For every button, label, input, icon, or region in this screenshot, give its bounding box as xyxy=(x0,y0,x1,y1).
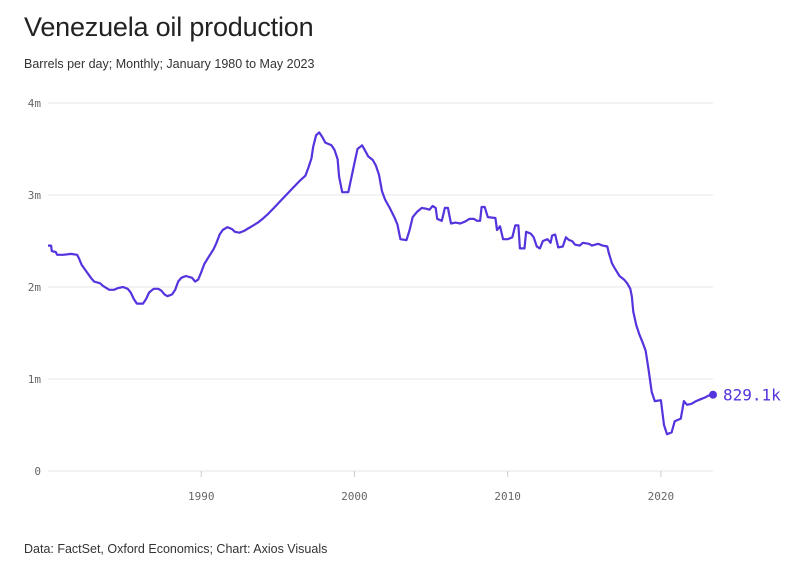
page-title: Venezuela oil production xyxy=(24,12,314,42)
gridlines xyxy=(48,102,713,472)
x-tick-label: 2000 xyxy=(341,490,368,503)
x-tick-label: 2010 xyxy=(494,490,521,503)
end-point-marker xyxy=(709,390,717,399)
y-tick-labels: 0 1m 2m 3m 4m xyxy=(28,97,42,478)
y-tick-label: 3m xyxy=(28,189,42,202)
y-tick-label: 0 xyxy=(34,465,41,478)
y-tick-label: 2m xyxy=(28,281,42,294)
x-tick-labels: 1990 2000 2010 2020 xyxy=(188,471,674,503)
end-value-label: 829.1k xyxy=(723,386,781,405)
source-note: Data: FactSet, Oxford Economics; Chart: … xyxy=(24,542,328,556)
chart-subtitle: Barrels per day; Monthly; January 1980 t… xyxy=(24,57,315,71)
series-line xyxy=(48,131,714,436)
y-tick-label: 4m xyxy=(28,97,42,110)
y-tick-label: 1m xyxy=(28,373,42,386)
x-tick-label: 2020 xyxy=(648,490,675,503)
x-tick-label: 1990 xyxy=(188,490,215,503)
